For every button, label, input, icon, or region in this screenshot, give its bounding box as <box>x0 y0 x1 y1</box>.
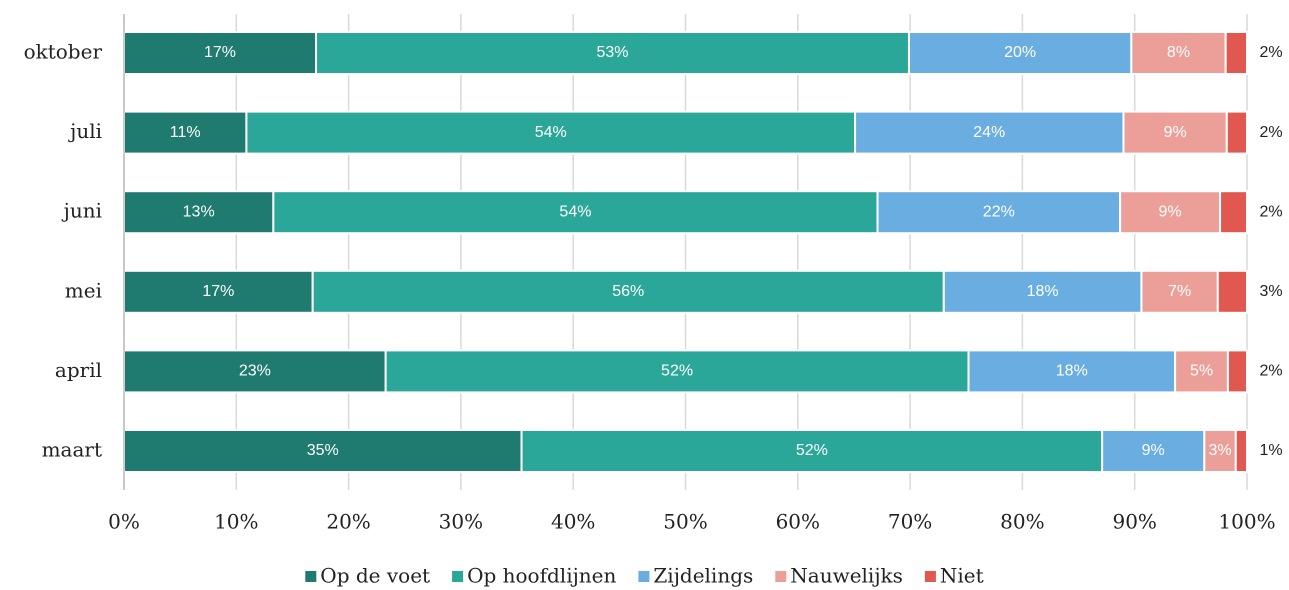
bar-segment <box>876 190 1122 235</box>
value-label: 23% <box>239 363 271 380</box>
legend-label: Op hoofdlijnen <box>467 564 616 588</box>
value-label: 20% <box>1004 44 1036 61</box>
x-tick-label: 0% <box>108 510 140 534</box>
legend-label: Nauwelijks <box>790 564 903 588</box>
bar-segment <box>123 269 314 314</box>
bar-segment <box>1203 429 1237 473</box>
legend-swatch <box>452 571 464 582</box>
value-label: 2% <box>1259 363 1282 380</box>
bar-segment <box>967 349 1177 394</box>
bar-segment <box>1226 349 1249 394</box>
value-label: 18% <box>1056 363 1088 380</box>
value-label: 11% <box>170 124 201 141</box>
value-label: 54% <box>535 124 567 141</box>
bar-segment <box>1140 269 1219 314</box>
bar-segment <box>123 429 523 473</box>
y-tick-label: mei <box>65 278 102 302</box>
value-label: 7% <box>1168 283 1191 300</box>
value-label: 2% <box>1259 203 1282 220</box>
value-label: 3% <box>1208 442 1231 459</box>
value-label: 3% <box>1259 283 1282 300</box>
legend-swatch <box>775 571 787 582</box>
bar-segment <box>520 429 1104 473</box>
bar-segment <box>123 110 248 155</box>
bar-segment <box>1224 31 1248 75</box>
value-label: 53% <box>596 44 628 61</box>
legend-swatch <box>924 571 936 582</box>
bar-segment <box>1216 269 1249 314</box>
value-label: 9% <box>1159 203 1182 220</box>
x-tick-label: 70% <box>888 510 932 534</box>
x-tick-label: 10% <box>214 510 258 534</box>
x-tick-label: 50% <box>663 510 707 534</box>
value-label: 52% <box>661 363 693 380</box>
value-label: 9% <box>1142 442 1165 459</box>
bar-segment <box>1234 429 1249 473</box>
value-label: 13% <box>183 203 215 220</box>
bar-segment <box>245 110 857 155</box>
bar-segment <box>1101 429 1206 473</box>
bar-segment <box>311 269 945 314</box>
bar-segment <box>1119 190 1222 235</box>
value-label: 54% <box>559 203 591 220</box>
y-tick-label: april <box>55 358 102 382</box>
x-tick-label: 20% <box>326 510 370 534</box>
bar-segment <box>384 349 970 394</box>
value-label: 2% <box>1259 44 1282 61</box>
value-label: 35% <box>307 442 339 459</box>
legend-label: Op de voet <box>320 564 430 588</box>
value-label: 52% <box>796 442 828 459</box>
bar-segment <box>1130 31 1227 75</box>
x-tick-label: 100% <box>1218 510 1275 534</box>
value-label: 56% <box>612 283 644 300</box>
y-tick-label: juli <box>68 119 102 143</box>
x-tick-label: 60% <box>776 510 820 534</box>
legend-swatch <box>638 571 650 582</box>
value-label: 1% <box>1259 442 1282 459</box>
bar-segment <box>1174 349 1229 394</box>
legend: Op de voet Op hoofdlijnen Zijdelings Nauwel… <box>305 564 984 588</box>
bar-segment <box>942 269 1143 314</box>
x-tick-label: 30% <box>439 510 483 534</box>
value-label: 17% <box>202 283 234 300</box>
x-tick-label: 90% <box>1112 510 1156 534</box>
value-label: 18% <box>1027 283 1059 300</box>
bar-segment <box>1219 190 1248 235</box>
legend-label: Niet <box>940 564 984 588</box>
value-label: 9% <box>1164 124 1187 141</box>
y-tick-label: juni <box>62 199 102 223</box>
y-tick-label: maart <box>42 438 102 462</box>
y-tick-label: oktober <box>24 40 103 64</box>
legend-label: Zijdelings <box>653 564 753 588</box>
bar-segment <box>1225 110 1249 155</box>
value-label: 17% <box>204 44 236 61</box>
bar-segment <box>123 31 318 75</box>
x-tick-label: 40% <box>551 510 595 534</box>
value-label: 5% <box>1190 363 1213 380</box>
value-label: 2% <box>1259 124 1282 141</box>
bar-segment <box>854 110 1125 155</box>
legend-swatch <box>305 571 317 582</box>
value-label: 22% <box>983 203 1015 220</box>
bar-segment <box>315 31 910 75</box>
bar-segment <box>123 190 275 235</box>
value-label: 8% <box>1167 44 1190 61</box>
value-label: 24% <box>973 124 1005 141</box>
x-tick-label: 80% <box>1000 510 1044 534</box>
